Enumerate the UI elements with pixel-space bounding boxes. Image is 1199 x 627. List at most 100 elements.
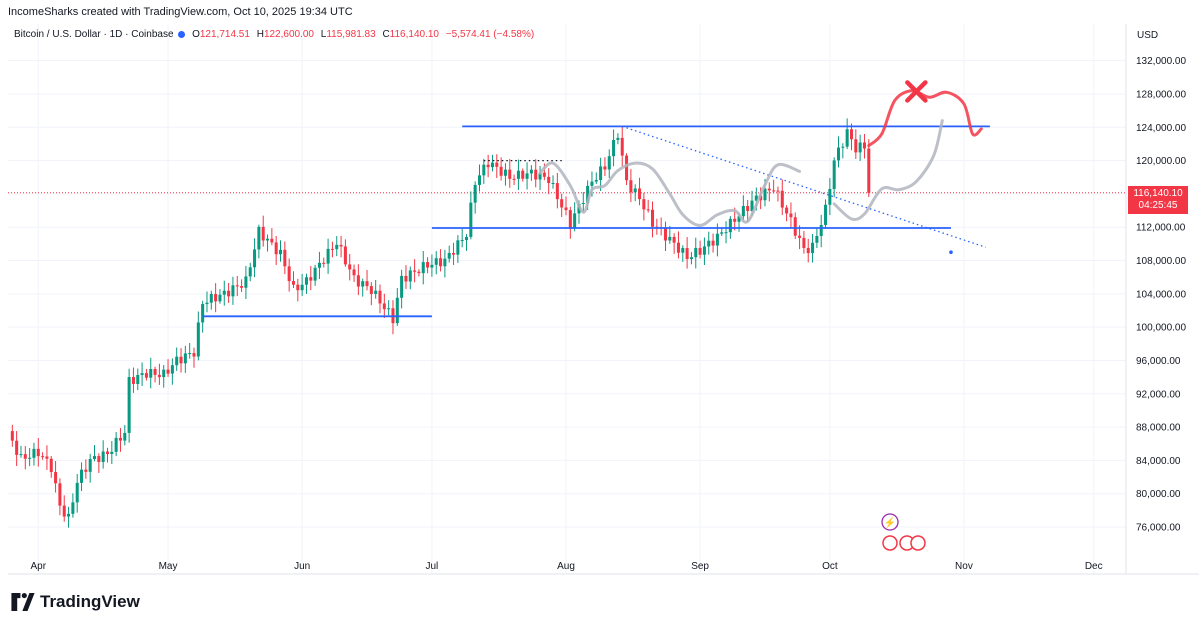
candle-body [650, 209, 655, 227]
price-tick-label: 124,000.00 [1136, 123, 1186, 134]
candle-body [538, 172, 542, 180]
candle-body [845, 129, 849, 147]
candle-body [67, 513, 71, 517]
candle-body [240, 286, 244, 288]
high-label: H [256, 29, 264, 40]
candle-body [205, 302, 209, 305]
candle-body [201, 304, 205, 323]
candle-body [49, 458, 53, 473]
candle-body [508, 169, 512, 179]
candle-body [382, 303, 386, 310]
candle-body [720, 232, 724, 234]
candle-body [62, 505, 66, 517]
time-tick-label: Apr [30, 561, 46, 572]
currency-label: USD [1137, 30, 1159, 41]
time-tick-label: May [159, 561, 178, 572]
candle-body [92, 456, 97, 460]
candle-body [101, 451, 105, 462]
candle-body [300, 284, 304, 291]
candle-body [521, 170, 525, 179]
candle-body [469, 202, 473, 238]
last-price-tag: 116,140.10 04:25:45 [1128, 185, 1188, 214]
time-tick-label: Jul [426, 561, 439, 572]
candle-body [798, 235, 802, 238]
candle-body [28, 457, 32, 459]
event-icons[interactable]: ⚡ [881, 513, 926, 551]
low-value: 115,981.83 [326, 29, 376, 40]
price-tick-label: 96,000.00 [1136, 356, 1181, 367]
candle-body [767, 188, 771, 191]
candle-body [750, 200, 754, 211]
candle-body [746, 206, 750, 211]
us-flag-icon[interactable] [910, 535, 926, 551]
candle-body [560, 199, 564, 208]
candle-body [214, 294, 218, 302]
price-tick-label: 76,000.00 [1136, 523, 1181, 534]
bolt-glyph: ⚡ [884, 516, 896, 529]
candle-body [672, 236, 676, 243]
candle-body [607, 156, 611, 170]
candle-body [404, 275, 408, 282]
candle-body [486, 164, 490, 168]
candle-body [590, 181, 594, 186]
candle-body [728, 218, 732, 233]
candle-body [439, 258, 443, 267]
candle-body [162, 369, 166, 378]
tradingview-branding[interactable]: TradingView [10, 592, 140, 612]
drawing-lines [202, 125, 990, 318]
symbol-legend: Bitcoin / U.S. Dollar · 1D · Coinbase O 1… [14, 29, 538, 40]
candle-body [192, 353, 196, 357]
event-bolt-icon[interactable] [881, 513, 899, 531]
candle-body [685, 248, 689, 260]
candle-body [335, 244, 339, 250]
projection-path-grey [538, 161, 802, 228]
candle-body [689, 257, 693, 260]
candle-body [447, 252, 451, 259]
price-axis[interactable]: 76,000.00 80,000.00 84,000.00 88,000.00 92,0… [1125, 24, 1186, 574]
candle-body [322, 262, 326, 264]
candle-body [19, 454, 23, 456]
time-tick-label: Sep [691, 561, 709, 572]
candle-body [140, 373, 144, 375]
close-value: 116,140.10 [389, 29, 439, 40]
price-tick-label: 120,000.00 [1136, 156, 1186, 167]
candle-body [854, 139, 858, 153]
time-axis[interactable]: Apr May Jun Jul Aug Sep Oct Nov Dec [8, 561, 1199, 575]
status-dot-icon [178, 30, 186, 38]
candle-body [867, 148, 871, 193]
candle-body [339, 244, 343, 247]
candle-body [196, 322, 200, 357]
candle-body [287, 266, 291, 282]
last-price-value: 116,140.10 [1133, 187, 1183, 199]
candle-body [620, 137, 624, 156]
candle-body [183, 353, 187, 364]
candle-body [785, 207, 789, 214]
point-marker [949, 250, 953, 254]
x-mark-icon [905, 80, 928, 103]
candle-body [291, 281, 296, 285]
candle-body [633, 188, 637, 193]
us-flag-icon[interactable] [882, 535, 898, 551]
candle-body [499, 166, 503, 176]
open-label: O [192, 29, 200, 40]
candle-body [594, 179, 598, 182]
candle-body [32, 448, 36, 458]
candle-body [15, 440, 19, 455]
candle-body [218, 294, 222, 302]
candle-body [326, 248, 330, 264]
candle-body [296, 284, 300, 291]
candle-body [547, 176, 551, 184]
candle-body [157, 374, 161, 378]
symbol-name[interactable]: Bitcoin / U.S. Dollar · 1D · Coinbase [14, 29, 174, 40]
candle-body [603, 166, 607, 170]
candle-body [811, 242, 815, 254]
candle-body [408, 270, 412, 282]
low-label: L [320, 29, 327, 40]
candle-body [144, 373, 148, 378]
candle-body [434, 258, 438, 265]
candle-body [179, 356, 183, 364]
candle-body [681, 248, 685, 253]
candle-body [426, 262, 430, 268]
candle-body [313, 267, 317, 281]
